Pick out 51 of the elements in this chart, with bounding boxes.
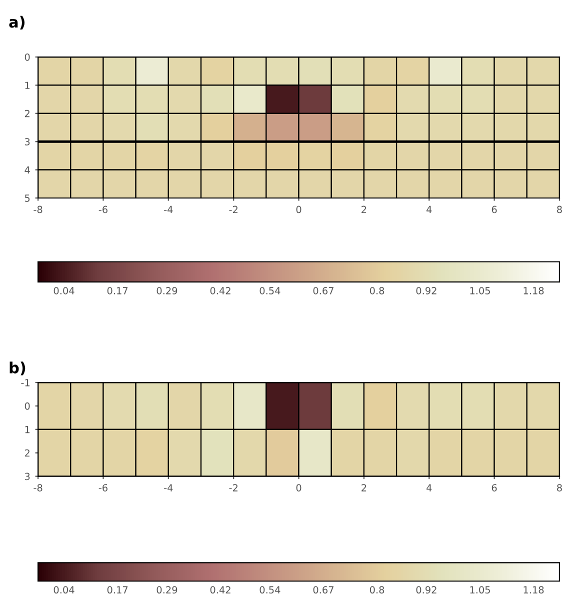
- x-tick-label: -6: [98, 206, 108, 214]
- x-tick-label: 2: [362, 484, 366, 492]
- y-tick-label: 4: [24, 166, 30, 174]
- color-bar-label: 0.54: [260, 287, 280, 294]
- y-tick-label: 1: [25, 82, 30, 89]
- x-tick-label: -2: [229, 484, 238, 492]
- y-tick-label: 2: [24, 449, 30, 457]
- color-bar-label: 0.29: [156, 586, 178, 594]
- color-bar-label: 0.42: [210, 287, 230, 294]
- y-tick-label: 3: [24, 472, 30, 480]
- x-tick-label: 0: [296, 206, 302, 214]
- y-tick-label: -1: [21, 379, 30, 386]
- y-tick-label: 0: [24, 53, 30, 61]
- color-bar-label: 1.05: [470, 586, 490, 594]
- color-bar-label: 1.18: [524, 287, 544, 294]
- x-tick-label: 8: [557, 484, 562, 492]
- color-bar-label: 0.8: [370, 287, 384, 294]
- chart-title: a): [9, 16, 24, 30]
- color-bar-label: 0.67: [313, 586, 334, 594]
- x-tick-label: -2: [229, 206, 238, 214]
- x-tick-label: 6: [492, 206, 497, 214]
- x-tick-label: 2: [362, 206, 366, 214]
- color-bar-label: 0.42: [210, 586, 230, 594]
- color-bar-label: 0.8: [370, 586, 384, 594]
- x-tick-label: -4: [164, 206, 173, 214]
- color-bar-label: 1.05: [470, 287, 490, 294]
- y-tick-label: 3: [24, 138, 30, 146]
- x-tick-label: -8: [34, 206, 42, 214]
- x-tick-label: 4: [426, 484, 432, 492]
- x-tick-label: -8: [34, 484, 42, 492]
- x-tick-label: -4: [164, 484, 173, 492]
- color-bar-label: 0.04: [54, 586, 74, 594]
- color-bar-label: 1.18: [524, 586, 544, 594]
- y-tick-label: 1: [25, 426, 30, 434]
- x-tick-label: 6: [492, 484, 497, 492]
- color-bar-label: 0.17: [107, 287, 128, 294]
- x-tick-label: 0: [296, 484, 302, 492]
- color-bar-label: 0.17: [107, 586, 128, 594]
- chart-title: b): [10, 362, 26, 376]
- y-tick-label: 5: [24, 194, 30, 202]
- y-tick-label: 0: [24, 402, 30, 410]
- color-bar-label: 0.92: [416, 586, 436, 594]
- x-tick-label: 4: [426, 206, 432, 214]
- color-bar-label: 0.29: [156, 287, 178, 294]
- color-bar-label: 0.92: [416, 287, 436, 294]
- color-bar-label: 0.04: [54, 287, 74, 294]
- y-tick-label: 2: [24, 110, 30, 118]
- color-bar-label: 0.67: [313, 287, 334, 294]
- color-bar-label: 0.54: [260, 586, 280, 594]
- x-tick-label: -6: [98, 484, 108, 492]
- x-tick-label: 8: [557, 206, 562, 214]
